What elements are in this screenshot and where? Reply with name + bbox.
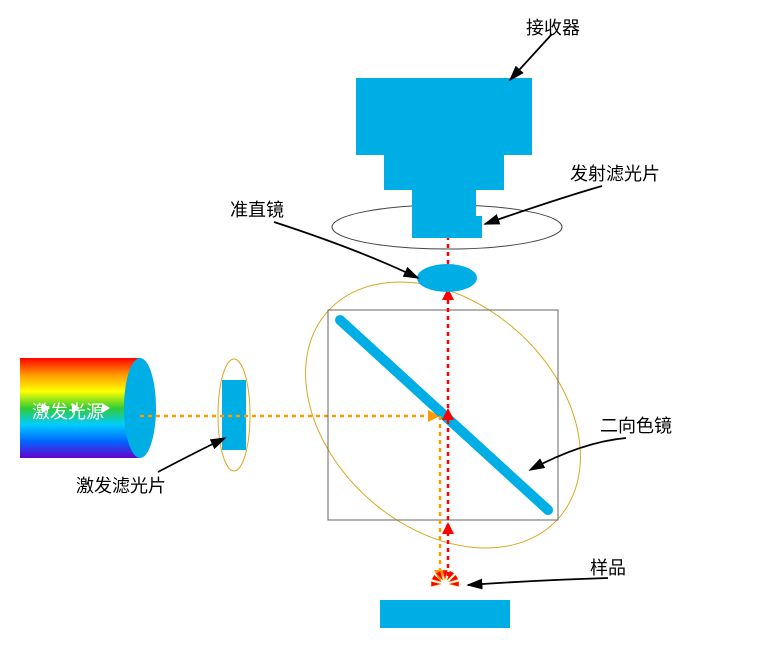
label-collimator: 准直镜	[230, 196, 284, 222]
diagram-stage: 接收器 发射滤光片 准直镜 激发滤光片 二向色镜 样品 激发光源	[0, 0, 766, 664]
label-sample: 样品	[590, 554, 626, 580]
label-excitation-filter: 激发滤光片	[76, 472, 166, 498]
label-detector: 接收器	[526, 14, 580, 40]
label-dichroic: 二向色镜	[600, 412, 672, 438]
diagram-svg	[0, 0, 766, 664]
label-emission-filter: 发射滤光片	[570, 160, 660, 186]
label-excitation-source: 激发光源	[32, 398, 104, 424]
